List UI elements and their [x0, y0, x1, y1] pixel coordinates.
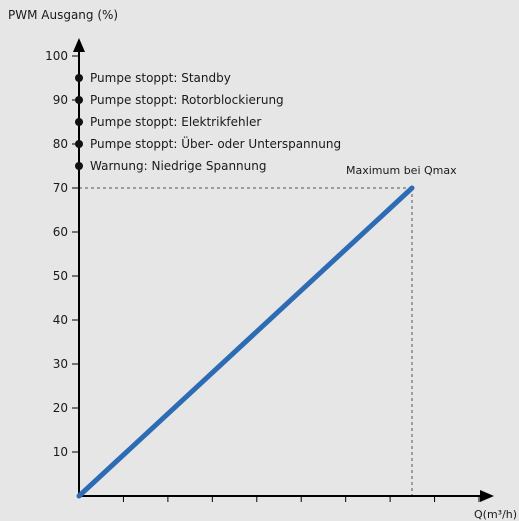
- pwm-series-line: [76, 185, 415, 499]
- status-marker-label: Pumpe stoppt: Standby: [90, 71, 231, 85]
- y-axis-arrowhead: [73, 38, 85, 52]
- max-annotation-label: Maximum bei Qmax: [346, 164, 457, 177]
- y-tick-label: 20: [53, 401, 68, 415]
- y-tick-label: 60: [53, 225, 68, 239]
- status-marker-label: Pumpe stoppt: Über- oder Unterspannung: [90, 135, 341, 151]
- status-marker-dot: [75, 74, 83, 82]
- status-marker-label: Pumpe stoppt: Rotorblockierung: [90, 93, 284, 107]
- y-tick-label: 100: [45, 49, 68, 63]
- status-marker-dot: [75, 96, 83, 104]
- status-marker-dot: [75, 140, 83, 148]
- status-marker-dot: [75, 162, 83, 170]
- y-tick-label: 30: [53, 357, 68, 371]
- y-tick-label: 80: [53, 137, 68, 151]
- y-tick-label: 70: [53, 181, 68, 195]
- status-marker-dot: [75, 118, 83, 126]
- y-tick-label: 40: [53, 313, 68, 327]
- y-axis-title: PWM Ausgang (%): [8, 8, 118, 22]
- y-tick-label: 50: [53, 269, 68, 283]
- y-tick-label: 90: [53, 93, 68, 107]
- x-axis-arrowhead: [480, 490, 494, 502]
- y-tick-label: 10: [53, 445, 68, 459]
- status-marker-label: Warnung: Niedrige Spannung: [90, 159, 266, 173]
- status-marker-label: Pumpe stoppt: Elektrikfehler: [90, 115, 261, 129]
- x-axis-title: Q(m³/h): [474, 508, 517, 521]
